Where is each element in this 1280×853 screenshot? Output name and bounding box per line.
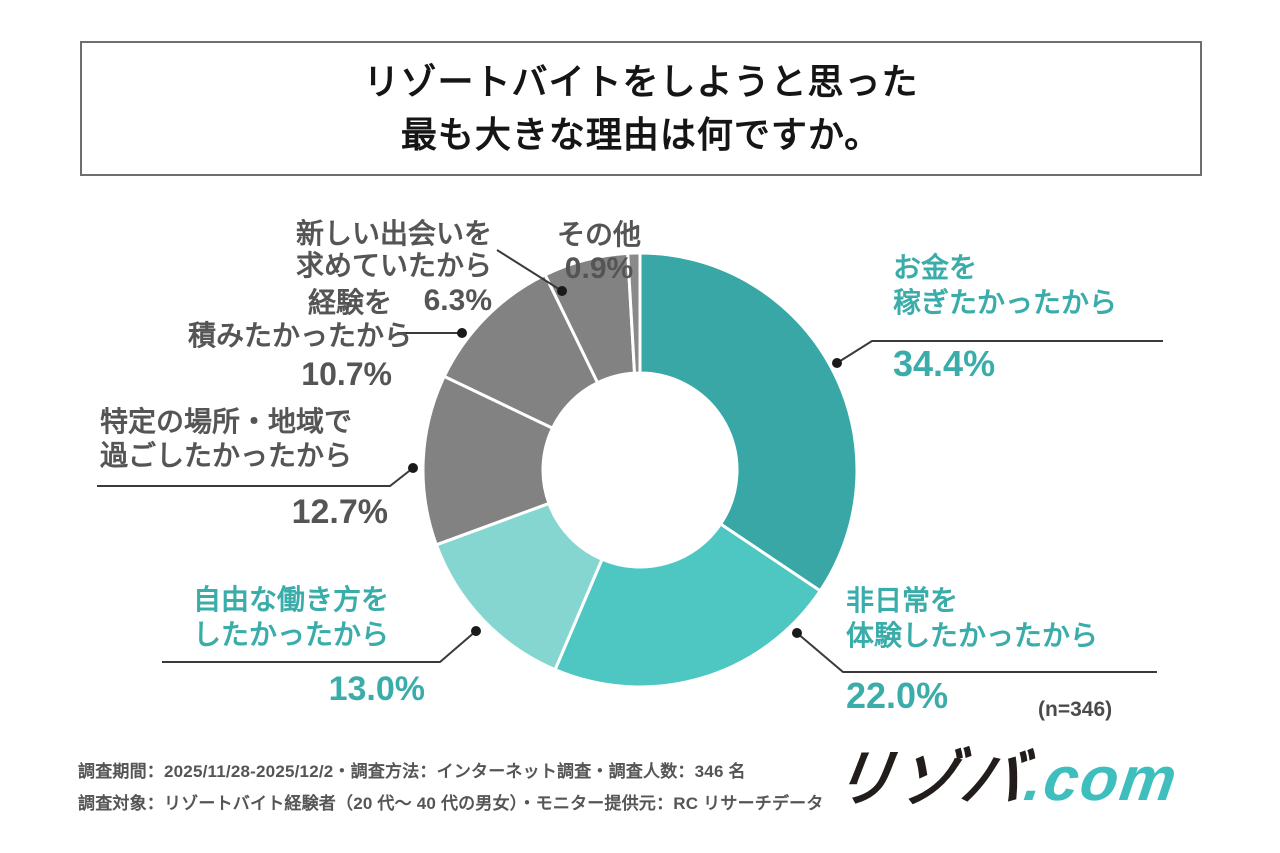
label-free-workstyle-line2: したかったから [193, 619, 390, 650]
donut-segment-1 [553, 522, 822, 689]
label-experience-line2: 積みたかったから [188, 320, 413, 351]
label-extraordinary-line1: 非日常を [846, 585, 959, 616]
page-title-line2: 最も大きな理由は何ですか。 [400, 113, 882, 155]
label-new-encounters-line1: 新しい出会いを [295, 218, 492, 249]
label-specific-place: 特定の場所・地域で 過ごしたかったから 12.7% [100, 405, 388, 529]
label-extraordinary: 非日常を 体験したかったから 22.0% [846, 583, 1098, 714]
label-money-percent: 34.4% [893, 343, 996, 384]
label-new-encounters: 新しい出会いを 求めていたから 6.3% [288, 218, 492, 316]
label-money-line1: お金を [893, 252, 978, 283]
donut-segment-2 [434, 501, 604, 672]
label-specific-place-percent: 12.7% [291, 493, 388, 531]
rizoba-com-logo: リゾバ.com [828, 745, 1183, 814]
leader-dot-0 [832, 358, 842, 368]
donut-segment-3 [421, 374, 554, 547]
leader-dot-5 [557, 286, 567, 296]
label-free-workstyle-percent: 13.0% [328, 670, 425, 708]
leader-dot-1 [792, 628, 802, 638]
logo-tld: .com [1020, 745, 1183, 814]
label-money-line2: 稼ぎたかったから [893, 287, 1118, 318]
survey-meta-line1: 調査期間：2025/11/28-2025/12/2・調査方法：インターネット調査… [78, 762, 746, 781]
label-experience-line1: 経験を [307, 287, 392, 318]
logo-wordmark: リゾバ [828, 745, 1030, 814]
label-other-line1: その他 [556, 219, 641, 250]
label-money: お金を 稼ぎたかったから 34.4% [893, 250, 1117, 382]
sample-size-note: (n=346) [1038, 698, 1113, 721]
survey-meta-line2: 調査対象：リゾートバイト経験者（20 代〜 40 代の男女）・モニター提供元：R… [78, 794, 824, 813]
page-title-line1: リゾートバイトをしようと思った [363, 61, 919, 103]
label-extraordinary-percent: 22.0% [846, 675, 949, 716]
donut-segment-0 [638, 251, 859, 593]
label-extraordinary-line2: 体験したかったから [846, 620, 1099, 651]
label-experience-percent: 10.7% [301, 356, 392, 392]
label-free-workstyle-line1: 自由な働き方を [193, 584, 390, 615]
title-box: リゾートバイトをしようと思った 最も大きな理由は何ですか。 [80, 41, 1202, 176]
label-specific-place-line1: 特定の場所・地域で [100, 406, 353, 437]
label-free-workstyle: 自由な働き方を したかったから 13.0% [193, 582, 425, 706]
label-new-encounters-line2: 求めていたから [295, 250, 492, 281]
label-specific-place-line2: 過ごしたかったから [100, 440, 353, 471]
label-experience: 経験を 積みたかったから 10.7% [188, 286, 413, 392]
leader-dot-4 [457, 328, 467, 338]
leader-dot-2 [471, 626, 481, 636]
leader-dot-3 [408, 463, 418, 473]
label-other-percent: 0.9% [564, 252, 634, 285]
label-new-encounters-percent: 6.3% [423, 284, 492, 317]
label-other: その他 0.9% [537, 218, 661, 284]
